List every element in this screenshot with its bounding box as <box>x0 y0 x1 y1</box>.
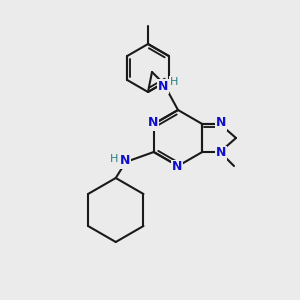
Text: N: N <box>216 146 226 160</box>
Text: N: N <box>120 154 130 167</box>
Text: N: N <box>158 80 168 92</box>
Text: H: H <box>110 154 118 164</box>
Text: N: N <box>172 160 182 173</box>
Text: N: N <box>148 116 158 130</box>
Text: H: H <box>170 77 178 87</box>
Text: N: N <box>216 116 226 130</box>
